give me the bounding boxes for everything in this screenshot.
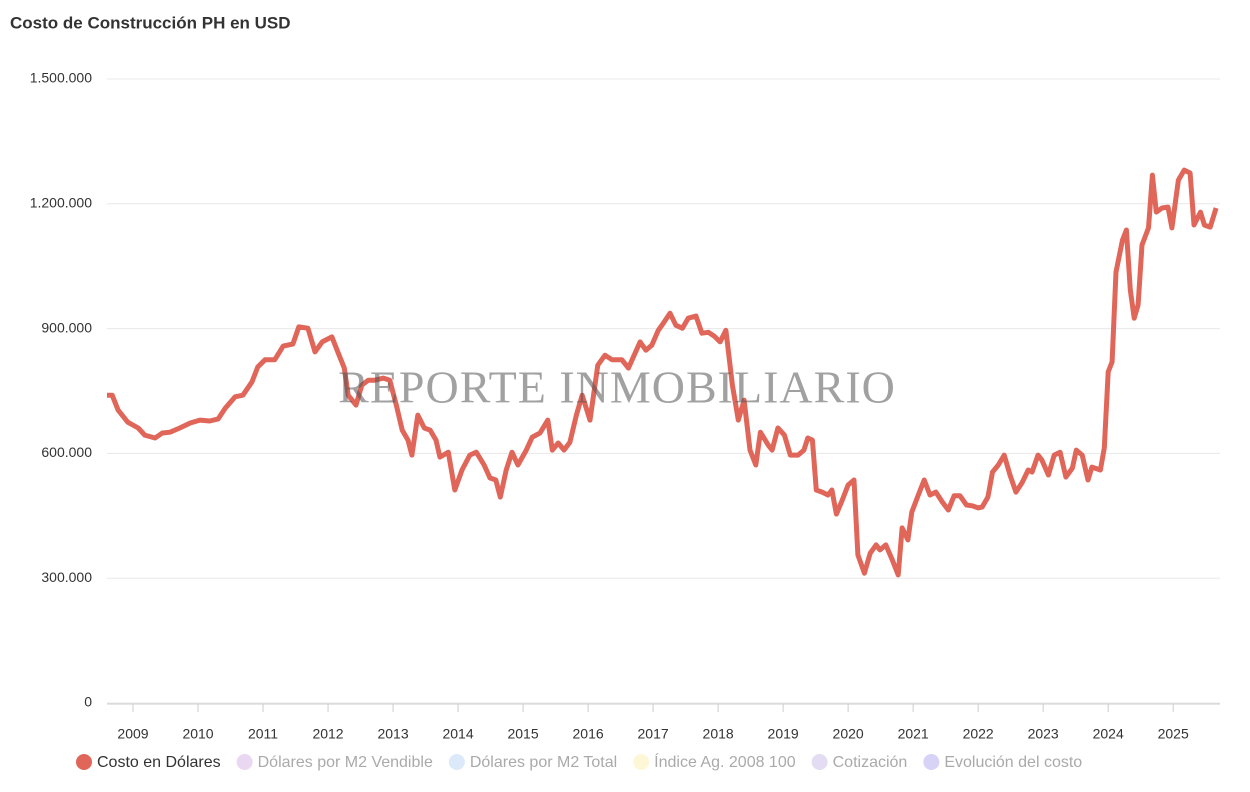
- legend-label[interactable]: Índice Ag. 2008 100: [654, 752, 796, 771]
- x-tick-label: 2014: [442, 726, 473, 742]
- x-tick-label: 2020: [833, 726, 864, 742]
- x-tick-label: 2022: [963, 726, 994, 742]
- legend-marker: [633, 754, 650, 770]
- legend-marker: [236, 754, 253, 770]
- watermark: REPORTE INMOBILIARIO: [338, 362, 896, 413]
- x-tick-label: 2009: [117, 726, 148, 742]
- x-tick-label: 2015: [507, 726, 538, 742]
- data-line: [107, 167, 1219, 578]
- x-tick-label: 2019: [768, 726, 799, 742]
- legend-marker: [76, 754, 92, 770]
- x-tick-label: 2024: [1093, 726, 1124, 742]
- x-tick-label: 2011: [248, 726, 278, 742]
- x-tick-label: 2012: [312, 726, 343, 742]
- y-tick-label: 1.200.000: [30, 195, 92, 211]
- x-tick-label: 2023: [1028, 726, 1059, 742]
- legend-label[interactable]: Costo en Dólares: [97, 754, 221, 771]
- y-tick-label: 1.500.000: [30, 70, 92, 86]
- x-tick-label: 2017: [638, 726, 669, 742]
- legend-label[interactable]: Dólares por M2 Vendible: [258, 754, 433, 771]
- legend-marker: [811, 754, 828, 770]
- x-tick-label: 2025: [1158, 726, 1189, 742]
- legend: Costo en Dólares Dólares por M2 Vendible D…: [76, 752, 1082, 771]
- y-tick-label: 900.000: [41, 319, 92, 335]
- legend-marker: [448, 754, 465, 770]
- y-tick-label: 600.000: [41, 444, 92, 460]
- y-tick-label: 300.000: [41, 569, 92, 585]
- chart-title: Costo de Construcción PH en USD: [10, 13, 291, 32]
- x-tick-label: 2021: [898, 726, 929, 742]
- x-tick-label: 2013: [377, 726, 408, 742]
- x-tick-label: 2016: [573, 726, 604, 742]
- x-tick-label: 2018: [703, 726, 734, 742]
- legend-marker: [923, 754, 940, 770]
- legend-label[interactable]: Evolución del costo: [944, 754, 1082, 771]
- y-tick-label: 0: [84, 694, 92, 710]
- x-tick-label: 2010: [182, 726, 213, 742]
- legend-label[interactable]: Dólares por M2 Total: [470, 754, 617, 771]
- legend-label[interactable]: Cotización: [833, 754, 908, 771]
